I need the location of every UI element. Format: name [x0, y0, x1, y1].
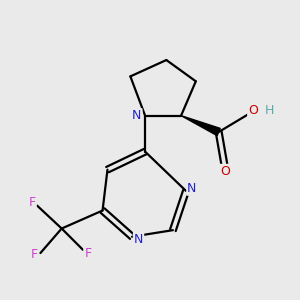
Text: N: N	[132, 109, 142, 122]
Text: O: O	[220, 165, 230, 178]
Text: N: N	[134, 233, 143, 246]
Text: N: N	[187, 182, 196, 195]
Text: F: F	[31, 248, 38, 261]
Text: F: F	[29, 196, 36, 209]
Text: H: H	[265, 104, 274, 117]
Text: F: F	[84, 247, 92, 260]
Text: O: O	[248, 104, 258, 117]
Polygon shape	[181, 116, 220, 136]
